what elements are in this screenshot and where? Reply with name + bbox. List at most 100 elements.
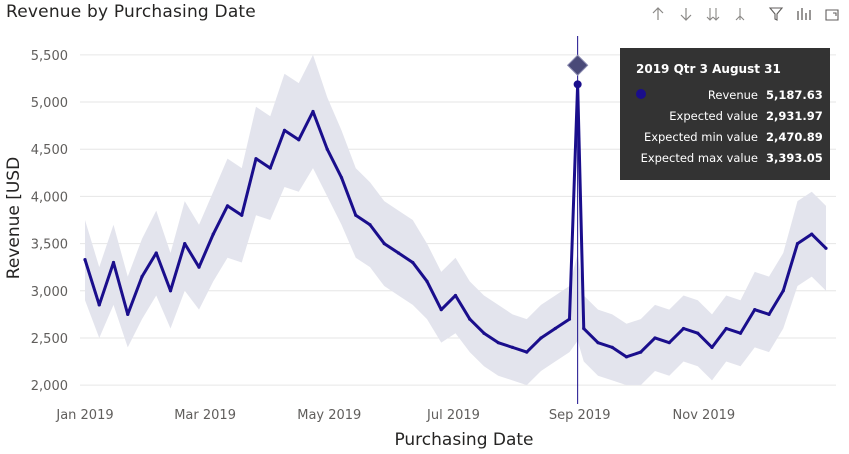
tooltip-value: 5,187.63 [766,88,823,102]
data-point[interactable] [496,341,500,345]
y-tick-label: 4,000 [31,190,68,205]
data-point[interactable] [767,312,771,316]
data-point[interactable] [582,326,586,331]
data-point[interactable] [510,345,515,349]
data-point[interactable] [482,331,486,335]
tooltip-row: Expected max value 3,393.05 [620,151,830,171]
expected-range-area [85,54,826,386]
tooltip-row: Expected min value 2,470.89 [620,130,830,150]
data-point[interactable] [753,308,757,312]
tooltip-header: 2019 Qtr 3 August 31 [636,62,781,76]
series-marker-icon [636,89,646,99]
data-point[interactable] [525,350,529,354]
tooltip-value: 2,931.97 [766,109,823,123]
data-point[interactable] [468,317,472,321]
data-point[interactable] [168,289,173,293]
data-point[interactable] [824,246,828,250]
data-point[interactable] [681,326,686,331]
data-point[interactable] [325,147,329,151]
data-point[interactable] [154,251,158,255]
anomaly-markers [566,36,589,404]
data-point[interactable] [254,157,258,161]
data-point[interactable] [268,166,272,170]
data-point[interactable] [339,175,344,180]
highlighted-point[interactable] [573,80,582,89]
x-tick-label: Jul 2019 [426,408,480,423]
data-point[interactable] [396,251,401,255]
data-point[interactable] [439,308,443,312]
data-point[interactable] [795,241,800,246]
data-point[interactable] [411,260,415,265]
data-point[interactable] [710,345,714,349]
data-point[interactable] [368,223,372,227]
anomaly-marker[interactable] [566,54,589,76]
revenue-line[interactable] [83,82,828,359]
y-tick-label: 5,500 [31,49,68,64]
tooltip-value: 2,470.89 [766,130,823,144]
data-point[interactable] [211,232,215,236]
data-point[interactable] [183,241,187,246]
x-tick-label: May 2019 [297,408,361,423]
y-tick-label: 4,500 [31,143,68,158]
data-point[interactable] [539,336,543,340]
data-point[interactable] [453,293,458,298]
data-point[interactable] [225,204,230,208]
data-point[interactable] [311,109,315,114]
data-point[interactable] [781,289,785,293]
y-axis: 2,000 2,500 3,000 3,500 4,000 4,500 5,000 5,500 [31,49,68,394]
data-point[interactable] [240,213,244,217]
tooltip-row: Revenue 5,187.63 [620,88,830,108]
x-tick-label: Jan 2019 [55,408,113,423]
data-point[interactable] [382,241,386,246]
data-point[interactable] [653,336,657,340]
data-point[interactable] [738,331,743,335]
data-point[interactable] [610,345,614,349]
data-point[interactable] [724,326,728,331]
tooltip-label: Revenue [707,88,758,102]
data-point[interactable] [197,265,201,269]
focus-mode-icon[interactable] [793,2,815,26]
data-point[interactable] [553,326,557,331]
data-point[interactable] [297,138,301,142]
data-point[interactable] [282,128,287,132]
data-point[interactable] [810,232,814,236]
data-point[interactable] [696,331,700,335]
data-point[interactable] [97,303,101,307]
expand-hierarchy-icon[interactable] [729,2,751,26]
data-point[interactable] [667,341,671,345]
tooltip-label: Expected max value [640,151,758,165]
expand-next-level-icon[interactable] [702,2,724,26]
data-point[interactable] [596,341,600,345]
more-options-icon[interactable] [821,2,843,26]
x-tick-label: Mar 2019 [174,408,236,423]
x-tick-label: Nov 2019 [673,408,736,423]
y-axis-title: Revenue [USD [4,157,24,279]
y-tick-label: 3,500 [31,238,68,253]
data-tooltip: 2019 Qtr 3 August 31 Revenue 5,187.63 Expe… [620,48,830,180]
chart-title: Revenue by Purchasing Date [6,2,256,22]
tooltip-label: Expected value [669,109,758,123]
tooltip-row: Expected value 2,931.97 [620,109,830,129]
drill-down-icon[interactable] [675,2,697,26]
y-tick-label: 3,000 [31,285,68,300]
x-axis: Jan 2019 Mar 2019 May 2019 Jul 2019 Sep 2019… [55,408,735,423]
data-point[interactable] [624,355,629,359]
y-tick-label: 2,500 [31,332,68,347]
filter-icon[interactable] [765,2,787,26]
tooltip-label: Expected min value [643,130,758,144]
data-point[interactable] [140,275,144,279]
drill-up-icon[interactable] [647,2,669,26]
data-point[interactable] [425,279,429,283]
data-point[interactable] [567,317,572,321]
data-point[interactable] [83,258,87,262]
data-point[interactable] [111,260,116,265]
x-tick-label: Sep 2019 [549,408,611,423]
y-tick-label: 2,000 [31,379,68,394]
y-tick-label: 5,000 [31,96,68,111]
data-point[interactable] [126,312,130,316]
data-point[interactable] [354,213,358,217]
data-point[interactable] [639,350,643,354]
expected-range-band [85,54,826,386]
tooltip-value: 3,393.05 [766,151,823,165]
